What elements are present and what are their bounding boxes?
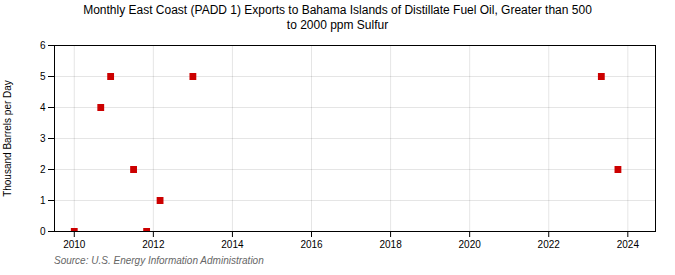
svg-text:2010: 2010 xyxy=(63,239,86,250)
svg-text:2012: 2012 xyxy=(142,239,165,250)
svg-text:0: 0 xyxy=(40,226,46,237)
html-text:Monthly East Coast (PADD 1) Ex: Monthly East Coast (PADD 1) Exports to B… xyxy=(83,3,592,32)
svg-text:2014: 2014 xyxy=(221,239,244,250)
svg-text:2016: 2016 xyxy=(300,239,323,250)
svg-text:2: 2 xyxy=(40,164,46,175)
svg-text:4: 4 xyxy=(40,102,46,113)
svg-text:3: 3 xyxy=(40,133,46,144)
svg-text:Thousand Barrels per Day: Thousand Barrels per Day xyxy=(2,80,13,197)
svg-text:5: 5 xyxy=(40,71,46,82)
svg-text:2024: 2024 xyxy=(617,239,640,250)
html-text:Source: U.S. Energy Informatio: Source: U.S. Energy Information Administ… xyxy=(54,255,264,266)
svg-text:6: 6 xyxy=(40,40,46,51)
svg-text:2022: 2022 xyxy=(538,239,561,250)
svg-text:2018: 2018 xyxy=(379,239,402,250)
svg-text:1: 1 xyxy=(40,195,46,206)
svg-text:2020: 2020 xyxy=(459,239,482,250)
